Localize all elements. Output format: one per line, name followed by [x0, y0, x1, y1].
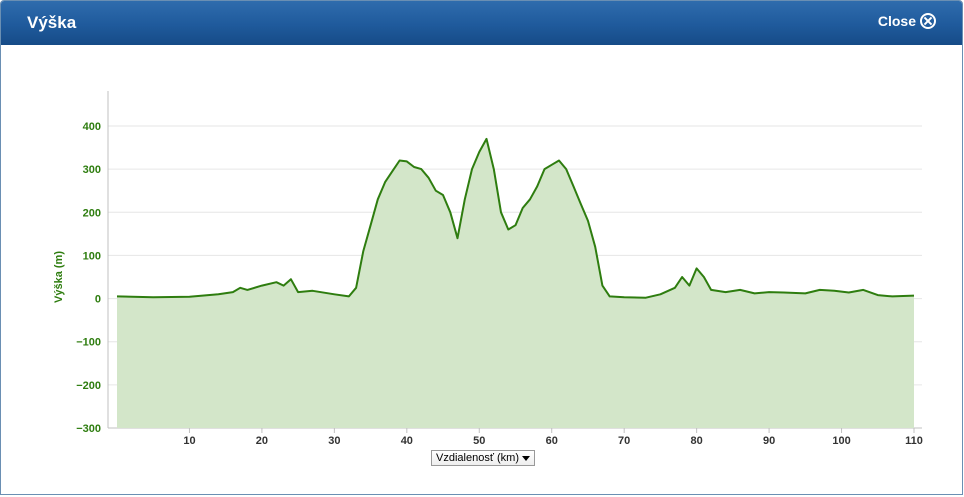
- x-tick-label: 10: [183, 435, 195, 447]
- chevron-down-icon: [522, 456, 530, 461]
- y-tick-label: 400: [83, 121, 101, 133]
- elevation-area: [117, 138, 914, 428]
- x-tick-label: 80: [691, 435, 703, 447]
- x-axis-select[interactable]: Vzdialenosť (km): [431, 450, 535, 466]
- y-axis-title: Výška (m): [53, 251, 65, 303]
- y-tick-label: 300: [83, 164, 101, 176]
- elevation-chart: 400 300 200 100 0 −100 −200 −300 10 20 30 40 50 60 70 8…: [53, 91, 923, 447]
- close-label: Close: [877, 13, 916, 29]
- x-tick-label: 100: [832, 435, 850, 447]
- x-tick-label: 110: [905, 435, 923, 447]
- y-tick-label: 200: [83, 207, 101, 219]
- x-tick-label: 40: [401, 435, 413, 447]
- y-tick-label: −200: [76, 380, 101, 392]
- x-tick-label: 50: [473, 435, 485, 447]
- y-tick-label: −300: [76, 423, 101, 435]
- x-tick-label: 70: [618, 435, 630, 447]
- x-tick-label: 20: [256, 435, 268, 447]
- close-button[interactable]: Close: [878, 13, 936, 29]
- close-icon: [920, 13, 936, 29]
- x-tick-label: 90: [763, 435, 775, 447]
- y-tick-label: −100: [76, 337, 101, 349]
- y-tick-label: 0: [95, 294, 101, 306]
- x-axis-select-value: Vzdialenosť (km): [436, 452, 519, 464]
- dialog-titlebar: Výška Close: [1, 1, 962, 45]
- x-tick-label: 60: [546, 435, 558, 447]
- y-tick-label: 100: [83, 250, 101, 262]
- x-tick-label: 30: [328, 435, 340, 447]
- dialog-title: Výška: [27, 13, 77, 32]
- elevation-line: [116, 137, 915, 299]
